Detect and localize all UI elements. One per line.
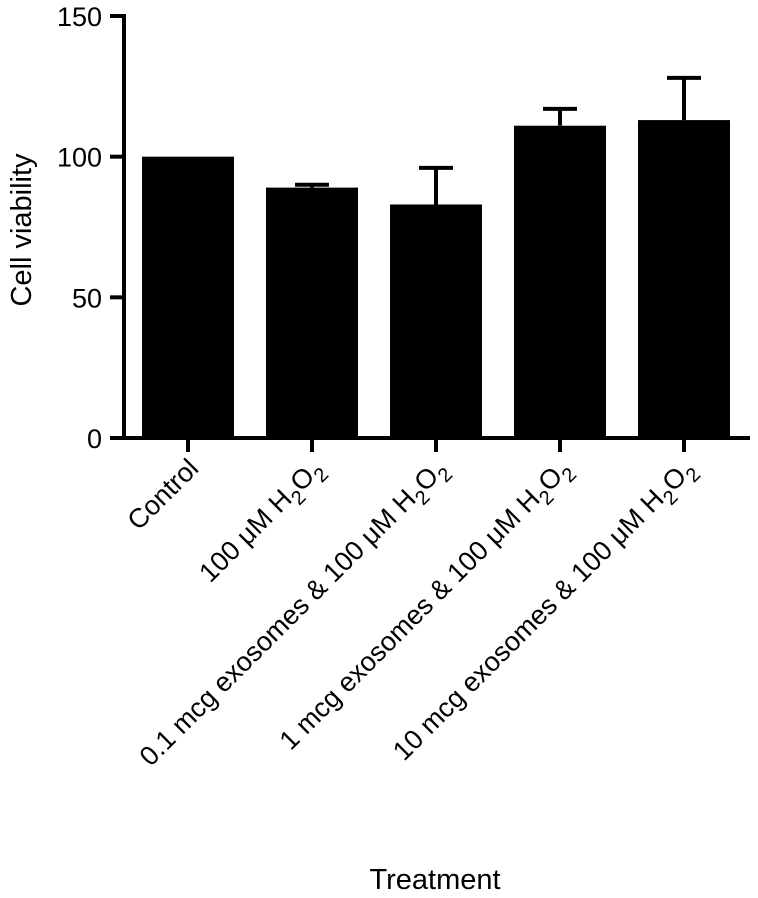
bars-layer [142,120,730,439]
bar-exo-0-1 [390,204,482,438]
bar-control [142,156,234,438]
y-tick-label: 50 [72,283,102,313]
bar-exo-10 [638,120,730,439]
y-tick-label: 100 [57,143,102,173]
y-tick-label: 0 [87,424,102,454]
y-tick-label: 150 [57,2,102,32]
bar-exo-1 [514,125,606,438]
y-ticks-layer: 0 50 100 150 [57,2,124,454]
x-axis-title: Treatment [369,864,500,896]
x-tick-label-control: Control [121,453,204,536]
bar-h2o2-100 [266,187,358,438]
error-bars-layer [295,75,701,205]
y-axis-title: Cell viability [6,153,38,307]
